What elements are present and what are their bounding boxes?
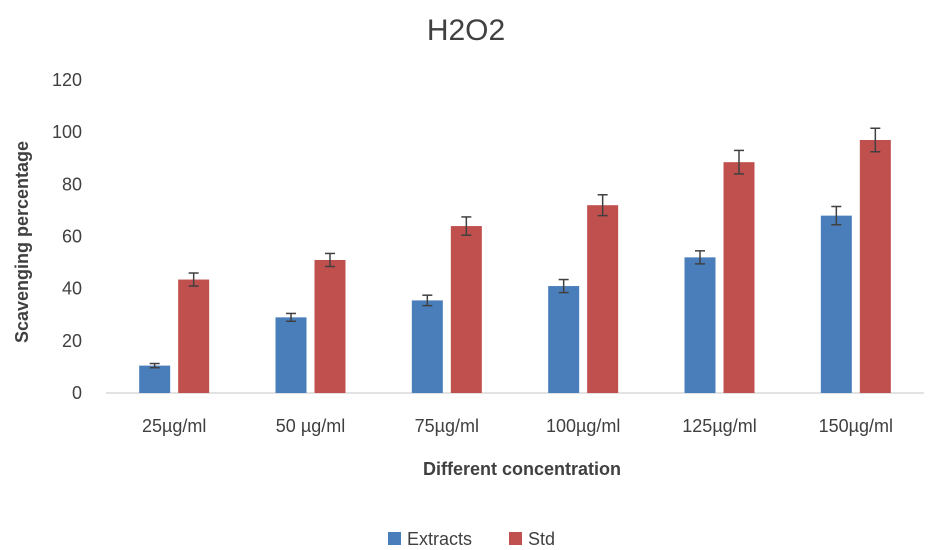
y-tick-label: 0 [72, 383, 82, 403]
chart-title: H2O2 [427, 14, 505, 47]
x-axis-ticks: 25µg/ml 50 µg/ml 75µg/ml 100µg/ml 125µg/ml 15… [142, 416, 893, 436]
legend-swatch [388, 532, 401, 545]
bar-std [450, 226, 482, 393]
y-tick-label: 100 [52, 122, 82, 142]
y-tick-label: 40 [62, 279, 82, 299]
legend: Extracts Std [388, 529, 555, 549]
x-axis-title: Different concentration [423, 459, 621, 479]
bar-std [859, 139, 891, 393]
x-tick-label: 150µg/ml [819, 416, 893, 436]
bar-extracts [275, 317, 307, 393]
x-tick-label: 75µg/ml [415, 416, 479, 436]
x-tick-label: 125µg/ml [682, 416, 756, 436]
y-axis-title: Scavenging percentage [12, 141, 32, 343]
y-tick-label: 120 [52, 70, 82, 90]
legend-swatch [509, 532, 522, 545]
y-tick-label: 80 [62, 174, 82, 194]
bar-std [178, 279, 210, 393]
bar-extracts [411, 300, 443, 393]
bar-extracts [684, 257, 716, 393]
x-tick-label: 100µg/ml [546, 416, 620, 436]
x-tick-label: 25µg/ml [142, 416, 206, 436]
y-axis-ticks: 0 20 40 60 80 100 120 [52, 70, 82, 403]
bars [139, 127, 891, 393]
legend-label: Extracts [407, 529, 472, 549]
bar-std [723, 162, 755, 393]
bar-extracts [139, 365, 171, 393]
bar-extracts [548, 286, 580, 393]
bar-std [314, 259, 346, 393]
bar-std [587, 205, 619, 393]
legend-label: Std [528, 529, 555, 549]
x-tick-label: 50 µg/ml [276, 416, 345, 436]
bar-extracts [820, 215, 852, 393]
y-tick-label: 60 [62, 227, 82, 247]
y-tick-label: 20 [62, 331, 82, 351]
